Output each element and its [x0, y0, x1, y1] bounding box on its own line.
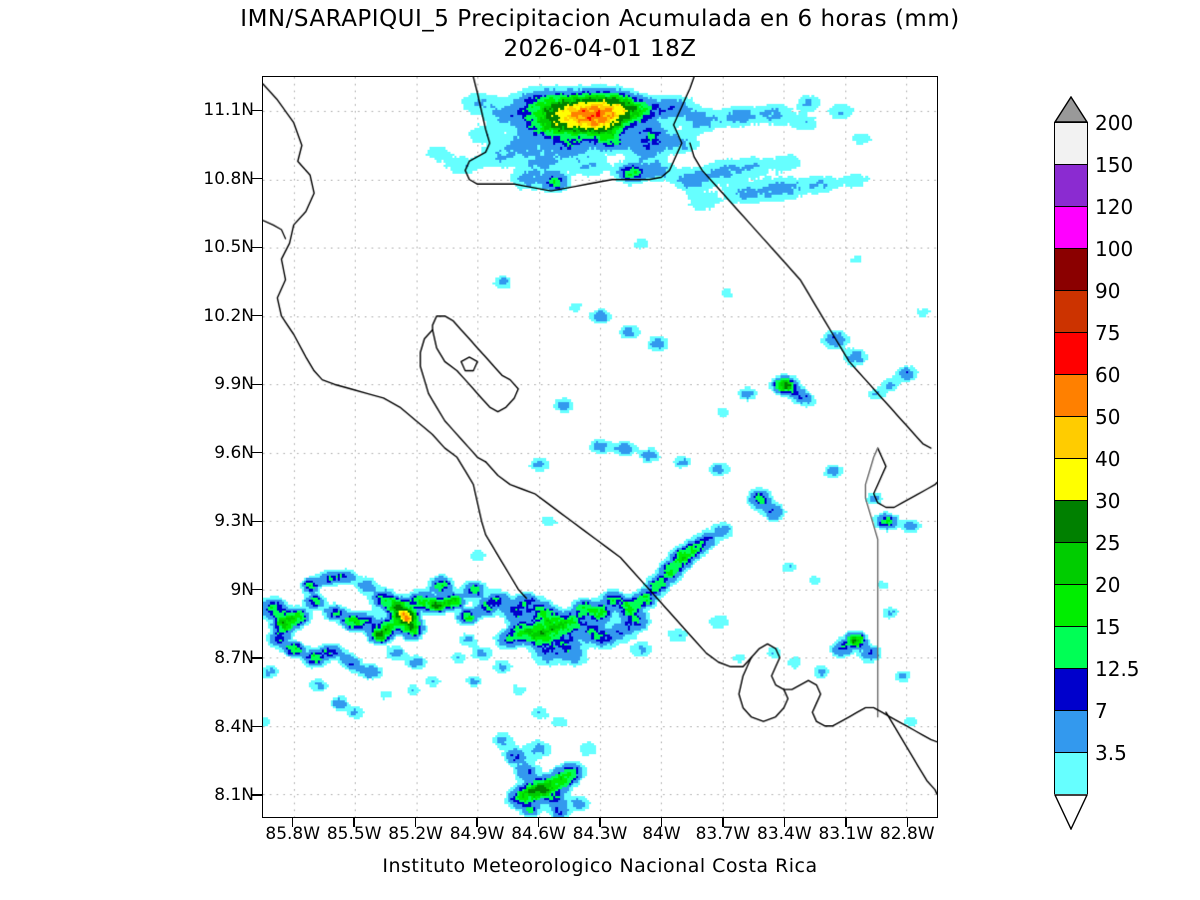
latitude-tick-mark	[252, 109, 262, 111]
latitude-tick-label: 8.7N	[214, 648, 254, 669]
longitude-tick-mark	[414, 818, 417, 827]
latitude-tick-label: 8.4N	[214, 716, 254, 737]
colorbar-tick-label: 30	[1095, 489, 1121, 513]
longitude-tick-label: 84.3W	[572, 824, 628, 844]
longitude-tick-mark	[906, 818, 908, 827]
latitude-tick-mark	[252, 725, 262, 728]
colorbar-tick-label: 12.5	[1095, 657, 1140, 681]
longitude-tick-mark	[599, 818, 601, 827]
longitude-tick-label: 83.7W	[695, 824, 751, 844]
longitude-tick-mark	[353, 818, 355, 827]
longitude-tick-label: 83.4W	[757, 824, 812, 844]
longitude-tick-mark	[476, 818, 478, 827]
colorbar-swatch: 120	[1054, 195, 1133, 248]
colorbar-tick-label: 60	[1095, 363, 1121, 387]
colorbar-swatch: 150	[1054, 153, 1133, 206]
latitude-tick-mark	[252, 657, 262, 659]
colorbar-tick-label: 20	[1095, 573, 1121, 597]
colorbar-swatch: 200	[1054, 111, 1133, 164]
colorbar-swatch: 60	[1054, 363, 1120, 416]
latitude-tick-mark	[252, 178, 262, 180]
colorbar-swatch: 7	[1054, 699, 1108, 752]
title-line-2: 2026-04-01 18Z	[503, 36, 697, 62]
longitude-tick-label: 84W	[642, 824, 681, 844]
latitude-tick-mark	[252, 588, 262, 591]
longitude-tick-mark	[660, 818, 663, 827]
longitude-tick-mark	[537, 818, 540, 827]
colorbar-tick-label: 75	[1095, 321, 1121, 345]
colorbar-tick-label: 50	[1095, 405, 1121, 429]
latitude-tick-label: 10.8N	[203, 168, 254, 189]
longitude-tick-label: 82.8W	[879, 824, 935, 844]
latitude-tick-mark	[252, 794, 262, 796]
latitude-tick-mark	[252, 452, 262, 454]
latitude-tick-mark	[252, 246, 262, 248]
latitude-tick-label: 9.9N	[214, 374, 254, 395]
colorbar-swatch: 15	[1054, 615, 1120, 668]
colorbar-tick-label: 150	[1095, 153, 1134, 177]
colorbar-swatch: 100	[1054, 237, 1133, 290]
colorbar-swatch: 3.5	[1054, 741, 1127, 794]
chart-title-block: IMN/SARAPIQUI_5 Precipitacion Acumulada …	[0, 4, 1200, 64]
colorbar-tick-label: 3.5	[1095, 741, 1127, 765]
colorbar-tick-label: 7	[1095, 699, 1108, 723]
colorbar-tick-label: 100	[1095, 237, 1134, 261]
colorbar: 200 150 120 100 90 75 60 50 40 30 25 20 15 12.5 7 3.5	[1053, 111, 1140, 831]
colorbar-under-arrow	[1053, 794, 1089, 831]
colorbar-tick-label: 200	[1095, 111, 1134, 135]
latitude-tick-label: 9.3N	[214, 511, 254, 532]
longitude-tick-mark	[783, 818, 786, 827]
colorbar-tick-label: 90	[1095, 279, 1121, 303]
colorbar-swatch: 30	[1054, 489, 1120, 542]
map-plot-area	[262, 76, 938, 818]
colorbar-swatch: 25	[1054, 531, 1120, 584]
longitude-tick-label: 84.6W	[511, 824, 566, 844]
precipitation-map-canvas	[263, 77, 937, 817]
colorbar-swatch: 50	[1054, 405, 1120, 458]
longitude-tick-label: 85.5W	[326, 824, 382, 844]
latitude-tick-label: 10.2N	[203, 305, 254, 326]
colorbar-over-arrow	[1054, 96, 1088, 123]
footer-credit: Instituto Meteorologico Nacional Costa R…	[382, 855, 818, 877]
latitude-tick-mark	[252, 520, 262, 522]
colorbar-swatch: 20	[1054, 573, 1120, 626]
colorbar-tick-label: 40	[1095, 447, 1121, 471]
colorbar-tick-label: 15	[1095, 615, 1121, 639]
latitude-tick-label: 9N	[230, 579, 254, 600]
latitude-tick-mark	[252, 383, 262, 385]
latitude-tick-label: 9.6N	[214, 442, 254, 463]
longitude-tick-label: 83.1W	[818, 824, 874, 844]
longitude-tick-label: 85.8W	[265, 824, 321, 844]
longitude-tick-mark	[845, 818, 847, 827]
colorbar-swatch: 12.5	[1054, 657, 1140, 710]
latitude-tick-label: 10.5N	[203, 237, 254, 258]
latitude-tick-mark	[252, 315, 262, 317]
colorbar-swatch: 90	[1054, 279, 1120, 332]
colorbar-tick-label: 120	[1095, 195, 1134, 219]
longitude-tick-label: 84.9W	[449, 824, 505, 844]
latitude-tick-label: 11.1N	[203, 100, 254, 121]
latitude-tick-label: 8.1N	[214, 785, 254, 806]
colorbar-swatch: 75	[1054, 321, 1120, 374]
longitude-tick-label: 85.2W	[388, 824, 443, 844]
colorbar-swatch: 40	[1054, 447, 1120, 500]
longitude-tick-mark	[722, 818, 724, 827]
longitude-tick-mark	[292, 818, 294, 827]
colorbar-tick-label: 25	[1095, 531, 1121, 555]
title-line-1: IMN/SARAPIQUI_5 Precipitacion Acumulada …	[240, 6, 960, 32]
